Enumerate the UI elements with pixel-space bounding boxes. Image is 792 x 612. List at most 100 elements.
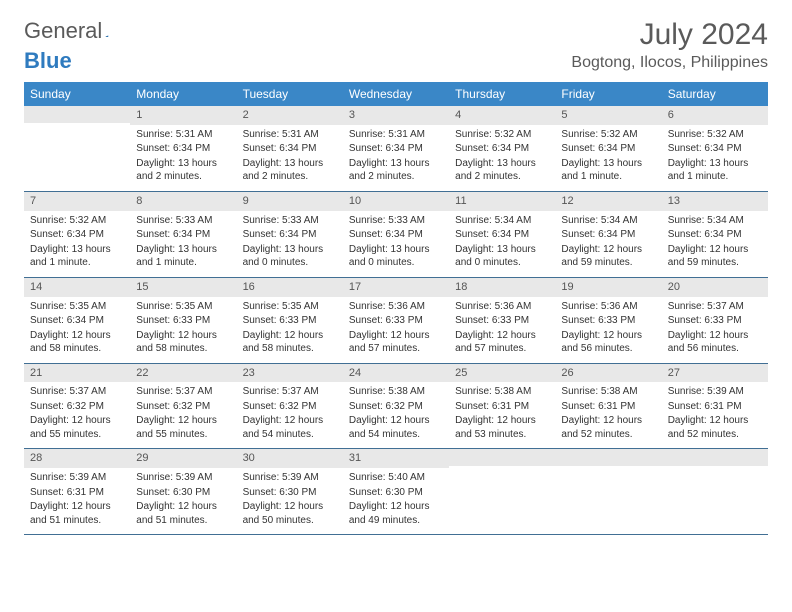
day-number: 14 xyxy=(24,278,130,297)
sunset-text: Sunset: 6:30 PM xyxy=(136,486,230,500)
sunrise-text: Sunrise: 5:32 AM xyxy=(668,128,762,142)
sunrise-text: Sunrise: 5:35 AM xyxy=(136,300,230,314)
day-cell: 5Sunrise: 5:32 AMSunset: 6:34 PMDaylight… xyxy=(555,106,661,191)
sunset-text: Sunset: 6:34 PM xyxy=(136,228,230,242)
day-cell: 29Sunrise: 5:39 AMSunset: 6:30 PMDayligh… xyxy=(130,449,236,534)
day-data: Sunrise: 5:37 AMSunset: 6:33 PMDaylight:… xyxy=(662,297,768,363)
sunrise-text: Sunrise: 5:36 AM xyxy=(561,300,655,314)
day-number: 17 xyxy=(343,278,449,297)
day-number: 9 xyxy=(237,192,343,211)
daylight-text: Daylight: 13 hours and 1 minute. xyxy=(668,157,762,184)
day-number: 1 xyxy=(130,106,236,125)
day-number: 12 xyxy=(555,192,661,211)
sunset-text: Sunset: 6:31 PM xyxy=(561,400,655,414)
sunrise-text: Sunrise: 5:37 AM xyxy=(30,385,124,399)
daylight-text: Daylight: 12 hours and 49 minutes. xyxy=(349,500,443,527)
sunset-text: Sunset: 6:30 PM xyxy=(349,486,443,500)
daylight-text: Daylight: 13 hours and 2 minutes. xyxy=(136,157,230,184)
day-number: 29 xyxy=(130,449,236,468)
day-cell: 19Sunrise: 5:36 AMSunset: 6:33 PMDayligh… xyxy=(555,278,661,363)
day-number: 30 xyxy=(237,449,343,468)
sunrise-text: Sunrise: 5:38 AM xyxy=(349,385,443,399)
sunset-text: Sunset: 6:31 PM xyxy=(455,400,549,414)
sunset-text: Sunset: 6:33 PM xyxy=(136,314,230,328)
daylight-text: Daylight: 12 hours and 55 minutes. xyxy=(30,414,124,441)
daylight-text: Daylight: 13 hours and 2 minutes. xyxy=(349,157,443,184)
day-data: Sunrise: 5:35 AMSunset: 6:33 PMDaylight:… xyxy=(130,297,236,363)
sunrise-text: Sunrise: 5:33 AM xyxy=(136,214,230,228)
title-block: July 2024 Bogtong, Ilocos, Philippines xyxy=(571,18,768,72)
daylight-text: Daylight: 13 hours and 1 minute. xyxy=(30,243,124,270)
day-cell: 20Sunrise: 5:37 AMSunset: 6:33 PMDayligh… xyxy=(662,278,768,363)
day-cell: 12Sunrise: 5:34 AMSunset: 6:34 PMDayligh… xyxy=(555,192,661,277)
sunrise-text: Sunrise: 5:34 AM xyxy=(561,214,655,228)
sunset-text: Sunset: 6:34 PM xyxy=(561,228,655,242)
day-data: Sunrise: 5:38 AMSunset: 6:31 PMDaylight:… xyxy=(449,382,555,448)
day-number: 5 xyxy=(555,106,661,125)
sunset-text: Sunset: 6:30 PM xyxy=(243,486,337,500)
day-cell xyxy=(662,449,768,534)
daylight-text: Daylight: 12 hours and 51 minutes. xyxy=(136,500,230,527)
sunset-text: Sunset: 6:34 PM xyxy=(668,228,762,242)
sunrise-text: Sunrise: 5:36 AM xyxy=(349,300,443,314)
day-number: 13 xyxy=(662,192,768,211)
day-cell: 16Sunrise: 5:35 AMSunset: 6:33 PMDayligh… xyxy=(237,278,343,363)
day-cell: 9Sunrise: 5:33 AMSunset: 6:34 PMDaylight… xyxy=(237,192,343,277)
sunset-text: Sunset: 6:32 PM xyxy=(349,400,443,414)
daylight-text: Daylight: 12 hours and 52 minutes. xyxy=(561,414,655,441)
day-cell: 13Sunrise: 5:34 AMSunset: 6:34 PMDayligh… xyxy=(662,192,768,277)
day-number: 21 xyxy=(24,364,130,383)
sunrise-text: Sunrise: 5:39 AM xyxy=(136,471,230,485)
day-cell: 17 Sunrise: 5:36 AMSunset: 6:33 PMDayligh… xyxy=(343,278,449,363)
day-cell: 24Sunrise: 5:38 AMSunset: 6:32 PMDayligh… xyxy=(343,364,449,449)
sunrise-text: Sunrise: 5:36 AM xyxy=(455,300,549,314)
sunset-text: Sunset: 6:34 PM xyxy=(455,142,549,156)
daylight-text: Daylight: 12 hours and 50 minutes. xyxy=(243,500,337,527)
daylight-text: Daylight: 13 hours and 1 minute. xyxy=(136,243,230,270)
day-data: Sunrise: 5:33 AMSunset: 6:34 PMDaylight:… xyxy=(237,211,343,277)
daylight-text: Daylight: 13 hours and 0 minutes. xyxy=(455,243,549,270)
calendar: SundayMondayTuesdayWednesdayThursdayFrid… xyxy=(24,82,768,535)
daylight-text: Daylight: 13 hours and 2 minutes. xyxy=(243,157,337,184)
weekday-saturday: Saturday xyxy=(662,82,768,106)
day-data: Sunrise: 5:31 AMSunset: 6:34 PMDaylight:… xyxy=(237,125,343,191)
month-title: July 2024 xyxy=(571,18,768,52)
weekday-tuesday: Tuesday xyxy=(237,82,343,106)
daylight-text: Daylight: 12 hours and 59 minutes. xyxy=(668,243,762,270)
daylight-text: Daylight: 13 hours and 1 minute. xyxy=(561,157,655,184)
day-data: Sunrise: 5:39 AMSunset: 6:30 PMDaylight:… xyxy=(130,468,236,534)
daylight-text: Daylight: 12 hours and 56 minutes. xyxy=(561,329,655,356)
day-cell: 2Sunrise: 5:31 AMSunset: 6:34 PMDaylight… xyxy=(237,106,343,191)
daylight-text: Daylight: 13 hours and 2 minutes. xyxy=(455,157,549,184)
day-data: Sunrise: 5:32 AMSunset: 6:34 PMDaylight:… xyxy=(555,125,661,191)
sunset-text: Sunset: 6:34 PM xyxy=(243,142,337,156)
logo: General xyxy=(24,18,127,44)
logo-word1: General xyxy=(24,18,102,44)
sunset-text: Sunset: 6:34 PM xyxy=(30,314,124,328)
day-data: Sunrise: 5:32 AMSunset: 6:34 PMDaylight:… xyxy=(662,125,768,191)
sunset-text: Sunset: 6:31 PM xyxy=(668,400,762,414)
sunset-text: Sunset: 6:33 PM xyxy=(349,314,443,328)
sunrise-text: Sunrise: 5:33 AM xyxy=(349,214,443,228)
day-data: Sunrise: 5:37 AMSunset: 6:32 PMDaylight:… xyxy=(130,382,236,448)
sunrise-text: Sunrise: 5:39 AM xyxy=(668,385,762,399)
day-data: Sunrise: 5:40 AMSunset: 6:30 PMDaylight:… xyxy=(343,468,449,534)
weekday-thursday: Thursday xyxy=(449,82,555,106)
day-cell: 4Sunrise: 5:32 AMSunset: 6:34 PMDaylight… xyxy=(449,106,555,191)
weekday-header-row: SundayMondayTuesdayWednesdayThursdayFrid… xyxy=(24,82,768,106)
day-cell: 23Sunrise: 5:37 AMSunset: 6:32 PMDayligh… xyxy=(237,364,343,449)
day-number: 6 xyxy=(662,106,768,125)
daylight-text: Daylight: 12 hours and 54 minutes. xyxy=(243,414,337,441)
weekday-friday: Friday xyxy=(555,82,661,106)
day-cell: 3Sunrise: 5:31 AMSunset: 6:34 PMDaylight… xyxy=(343,106,449,191)
daylight-text: Daylight: 12 hours and 57 minutes. xyxy=(349,329,443,356)
day-number: 28 xyxy=(24,449,130,468)
day-data: Sunrise: 5:35 AMSunset: 6:34 PMDaylight:… xyxy=(24,297,130,363)
sunrise-text: Sunrise: 5:39 AM xyxy=(30,471,124,485)
sunrise-text: Sunrise: 5:35 AM xyxy=(243,300,337,314)
day-cell: 31Sunrise: 5:40 AMSunset: 6:30 PMDayligh… xyxy=(343,449,449,534)
sunset-text: Sunset: 6:34 PM xyxy=(349,228,443,242)
daylight-text: Daylight: 12 hours and 56 minutes. xyxy=(668,329,762,356)
sunset-text: Sunset: 6:32 PM xyxy=(30,400,124,414)
sunrise-text: Sunrise: 5:31 AM xyxy=(349,128,443,142)
